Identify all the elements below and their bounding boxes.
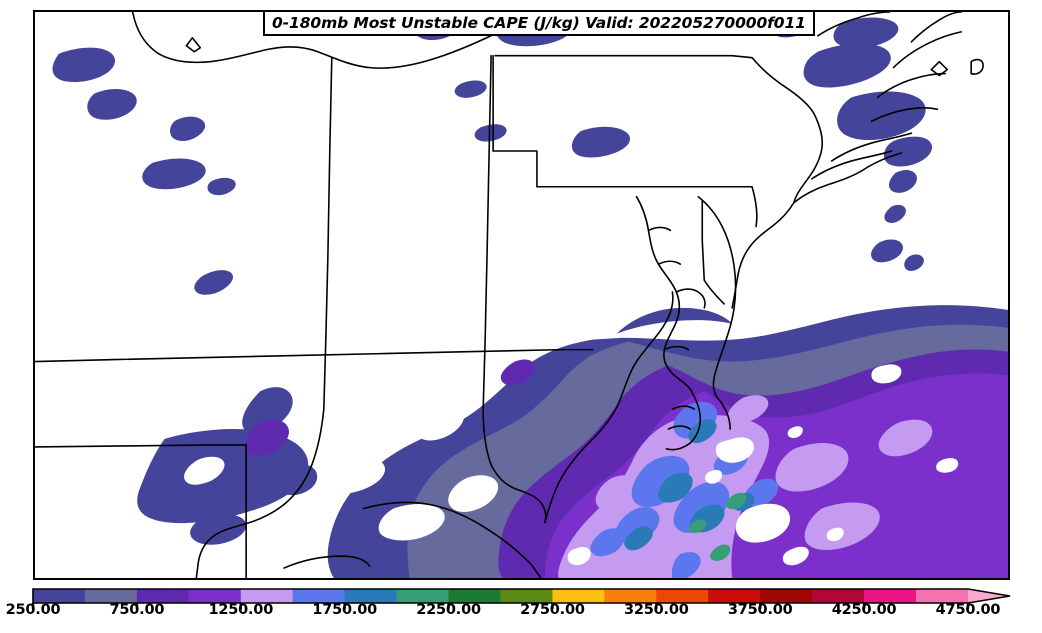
colorbar-tick-labels: 250.00 750.00 1250.00 1750.00 2250.00 2750.00… bbox=[0, 602, 1042, 633]
colorbar-tick-label: 1750.00 bbox=[312, 602, 377, 618]
colorbar-tick-label: 3250.00 bbox=[624, 602, 689, 618]
colorbar-band bbox=[916, 589, 969, 603]
colorbar-band bbox=[812, 589, 865, 603]
colorbar-band bbox=[604, 589, 657, 603]
colorbar-ticks bbox=[31, 603, 970, 609]
map-canvas bbox=[35, 12, 1008, 578]
colorbar-band bbox=[708, 589, 761, 603]
colorbar-tick-label: 2250.00 bbox=[416, 602, 481, 618]
map-panel bbox=[33, 10, 1010, 580]
colorbar-bands bbox=[32, 588, 1011, 604]
geography-lines bbox=[35, 12, 984, 578]
colorbar-band bbox=[448, 589, 501, 603]
colorbar-tick-label: 1250.00 bbox=[208, 602, 274, 618]
colorbar-svg bbox=[31, 588, 1011, 609]
map-title-box: 0-180mb Most Unstable CAPE (J/kg) Valid:… bbox=[263, 10, 815, 36]
colorbar-tick-label: 750.00 bbox=[109, 602, 165, 618]
colorbar-tick-label: 4750.00 bbox=[935, 602, 1001, 618]
colorbar-tick-label: 250.00 bbox=[5, 602, 61, 618]
colorbar-band bbox=[552, 589, 605, 603]
cape-contour-fill bbox=[52, 12, 1008, 578]
colorbar-band bbox=[396, 589, 450, 603]
colorbar-band bbox=[968, 589, 1010, 603]
colorbar-band bbox=[864, 589, 917, 603]
colorbar-band bbox=[33, 589, 86, 603]
colorbar-tick-label: 2750.00 bbox=[520, 602, 585, 618]
colorbar-band bbox=[188, 589, 242, 603]
colorbar-band bbox=[84, 589, 138, 603]
map-title-text: 0-180mb Most Unstable CAPE (J/kg) Valid:… bbox=[272, 14, 806, 32]
colorbar-band bbox=[500, 589, 553, 603]
colorbar-band bbox=[136, 589, 190, 603]
colorbar: 250.00 750.00 1250.00 1750.00 2250.00 2750.00… bbox=[0, 586, 1042, 633]
colorbar-band bbox=[292, 589, 346, 603]
colorbar-band bbox=[656, 589, 709, 603]
colorbar-tick-label: 3750.00 bbox=[727, 602, 793, 618]
colorbar-band bbox=[240, 589, 294, 603]
colorbar-outline bbox=[32, 588, 1011, 604]
colorbar-band bbox=[344, 589, 398, 603]
colorbar-tick-label: 4250.00 bbox=[831, 602, 897, 618]
colorbar-band bbox=[760, 589, 813, 603]
